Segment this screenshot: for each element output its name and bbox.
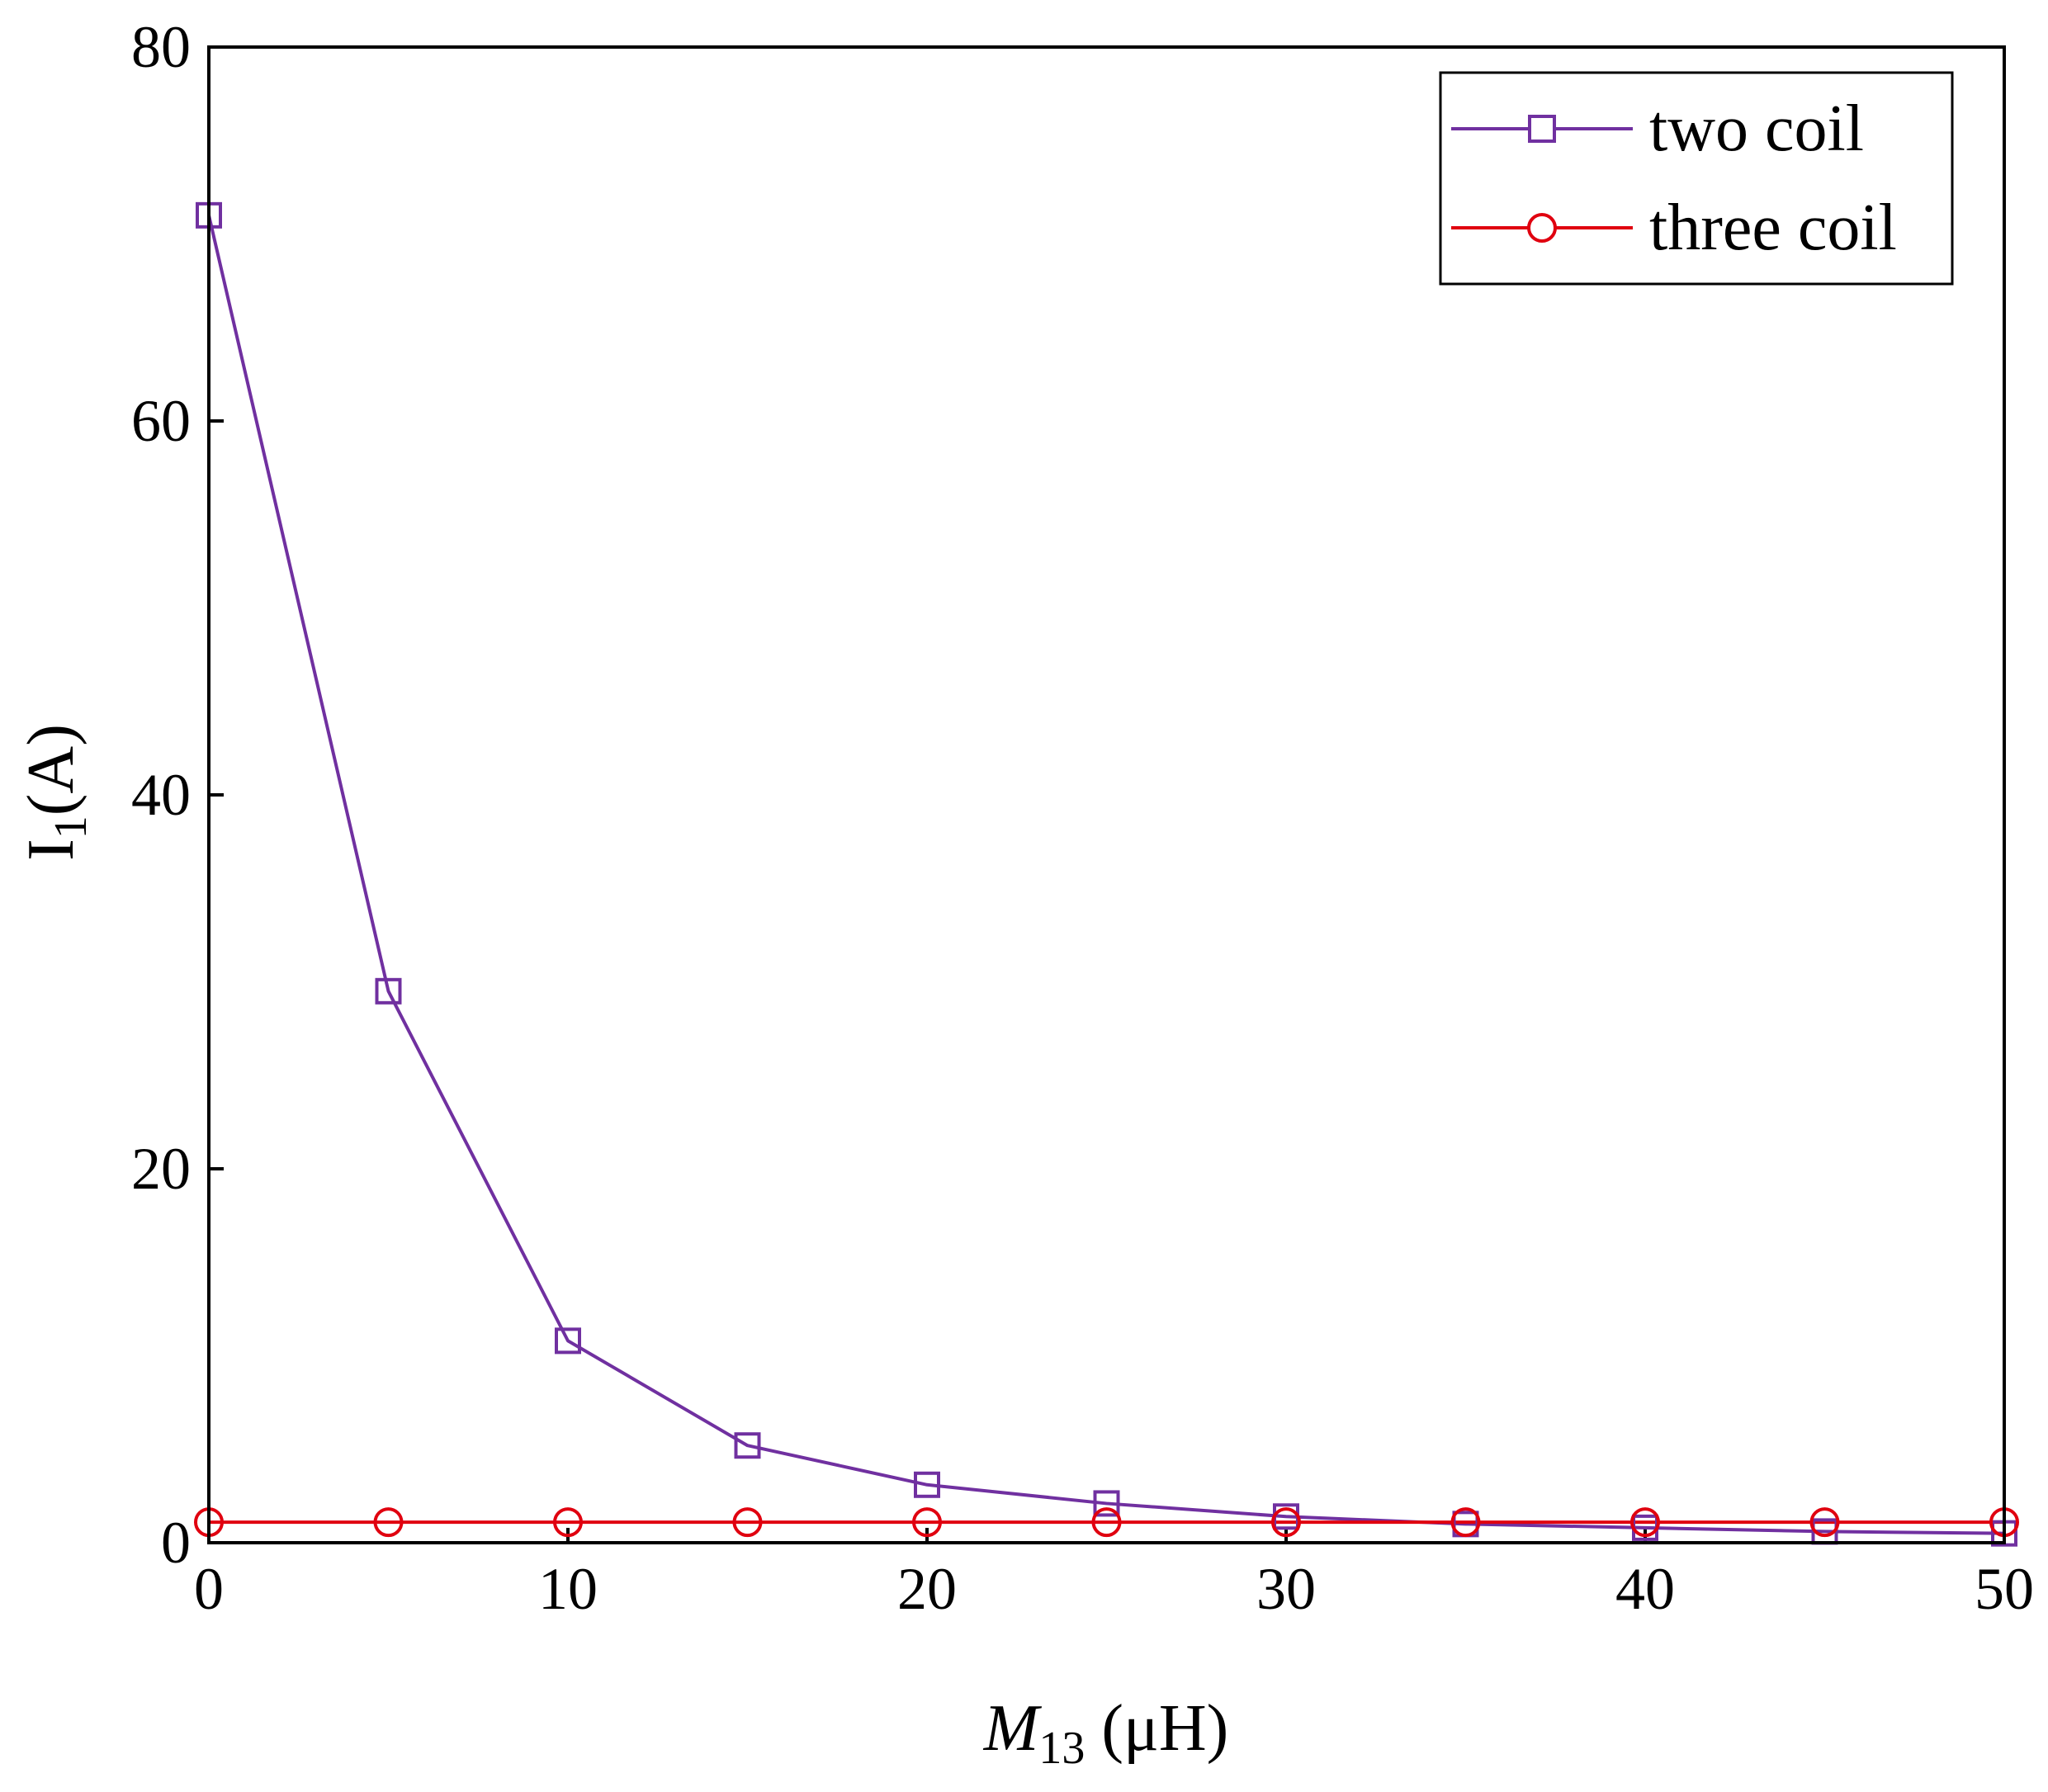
plot-frame: [207, 45, 2006, 1544]
data-point-three-coil: [912, 1507, 942, 1538]
series-markers: [194, 201, 2019, 1547]
y-axis-ticks: 0 20 40 60 80: [131, 14, 224, 1576]
data-point-three-coil: [1809, 1507, 1840, 1538]
legend-marker-circle: [1527, 213, 1557, 243]
data-point-two-coil: [555, 1327, 581, 1355]
legend: two coil three coil: [1439, 71, 1954, 286]
data-point-two-coil: [734, 1432, 761, 1459]
x-axis-label-main: M: [983, 1692, 1043, 1765]
legend-box: [1439, 71, 1954, 286]
legend-label-three-coil: three coil: [1649, 191, 1897, 264]
data-point-three-coil: [373, 1507, 404, 1538]
data-point-three-coil: [1091, 1507, 1122, 1538]
data-point-three-coil: [1630, 1507, 1660, 1538]
y-tick-label: 40: [131, 762, 191, 828]
x-axis-label: M13 (μH): [983, 1692, 1229, 1774]
data-point-two-coil: [914, 1471, 940, 1498]
legend-label-two-coil: two coil: [1649, 92, 1864, 165]
data-point-three-coil: [553, 1507, 583, 1538]
x-tick-label: 0: [194, 1556, 224, 1622]
data-point-three-coil: [1450, 1507, 1481, 1538]
series-lines: [207, 215, 2005, 1535]
data-point-two-coil: [1093, 1490, 1120, 1517]
x-tick-label: 30: [1256, 1556, 1316, 1622]
y-axis-label-subscript: 1: [45, 816, 97, 839]
x-axis-label-unit: (μH): [1085, 1692, 1228, 1765]
x-tick-label: 40: [1615, 1556, 1675, 1622]
x-tick-label: 50: [1975, 1556, 2034, 1622]
legend-marker-square: [1528, 115, 1556, 143]
y-tick-label: 0: [161, 1510, 191, 1576]
y-axis-label-unit: (A): [15, 724, 88, 816]
series-line-two-coil: [207, 215, 2005, 1535]
y-axis-label: I1(A): [15, 724, 97, 861]
data-point-three-coil: [732, 1507, 763, 1538]
x-tick-label: 20: [897, 1556, 957, 1622]
data-point-three-coil: [1271, 1507, 1301, 1538]
y-axis-label-main: I: [15, 839, 88, 861]
x-tick-label: 10: [538, 1556, 598, 1622]
y-tick-label: 20: [131, 1136, 191, 1202]
x-axis-label-subscript: 13: [1038, 1723, 1085, 1774]
data-point-two-coil: [375, 977, 402, 1005]
y-tick-label: 80: [131, 14, 191, 80]
legend-item-three-coil: three coil: [1451, 191, 1897, 264]
y-tick-label: 60: [131, 388, 191, 454]
legend-item-two-coil: two coil: [1451, 92, 1864, 165]
